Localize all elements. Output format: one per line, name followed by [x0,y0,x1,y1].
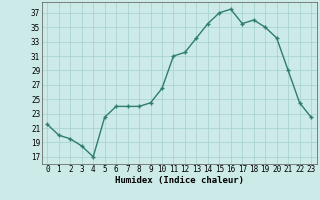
X-axis label: Humidex (Indice chaleur): Humidex (Indice chaleur) [115,176,244,185]
